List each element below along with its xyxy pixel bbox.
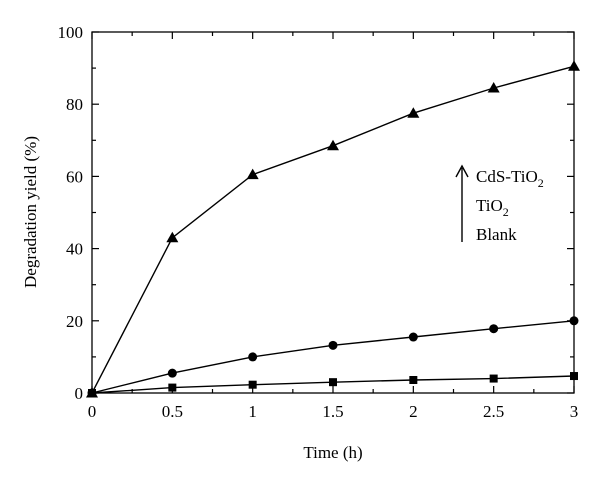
data-point-cds-tio2 xyxy=(327,139,339,151)
data-point-blank xyxy=(168,383,177,392)
x-tick-label: 1.5 xyxy=(322,402,343,421)
legend-item-tio2: TiO2 xyxy=(476,196,509,219)
x-tick-label: 0 xyxy=(88,402,97,421)
data-point-blank xyxy=(248,380,257,389)
data-point-blank xyxy=(88,389,96,397)
data-point-cds-tio2 xyxy=(487,81,500,93)
y-tick-label: 100 xyxy=(58,23,84,42)
y-axis-title: Degradation yield (%) xyxy=(21,136,40,288)
data-point-tio2 xyxy=(408,332,418,342)
data-point-cds-tio2 xyxy=(166,231,179,243)
data-point-blank xyxy=(489,374,498,383)
y-tick-label: 60 xyxy=(66,167,83,186)
y-tick-label: 40 xyxy=(66,240,83,259)
data-point-cds-tio2 xyxy=(568,60,580,71)
x-tick-label: 1 xyxy=(248,402,257,421)
data-point-cds-tio2 xyxy=(246,168,259,180)
x-tick-label: 2.5 xyxy=(483,402,504,421)
data-point-tio2 xyxy=(167,368,177,378)
data-point-tio2 xyxy=(489,324,499,334)
data-point-blank xyxy=(329,378,337,387)
series-markers xyxy=(86,60,580,398)
data-point-blank xyxy=(409,376,418,385)
legend: CdS-TiO2 TiO2 Blank xyxy=(455,164,544,244)
legend-item-cds-tio2: CdS-TiO2 xyxy=(476,167,544,190)
y-tick-label: 0 xyxy=(75,384,84,403)
x-axis-title: Time (h) xyxy=(303,443,362,462)
data-point-tio2 xyxy=(569,316,579,326)
data-point-tio2 xyxy=(328,340,338,350)
y-tick-label: 80 xyxy=(66,95,83,114)
y-tick-label: 20 xyxy=(66,312,83,331)
axis-tick-labels: 0 0.5 1 1.5 2 2.5 3 0 20 40 60 80 100 xyxy=(58,23,579,421)
axis-ticks xyxy=(91,31,575,394)
x-tick-label: 0.5 xyxy=(162,402,183,421)
data-point-tio2 xyxy=(248,352,258,362)
data-point-cds-tio2 xyxy=(407,107,420,118)
data-point-blank xyxy=(570,372,578,381)
x-tick-label: 2 xyxy=(409,402,418,421)
legend-arrow-head xyxy=(455,164,469,178)
legend-item-blank: Blank xyxy=(476,225,517,244)
x-tick-label: 3 xyxy=(570,402,579,421)
